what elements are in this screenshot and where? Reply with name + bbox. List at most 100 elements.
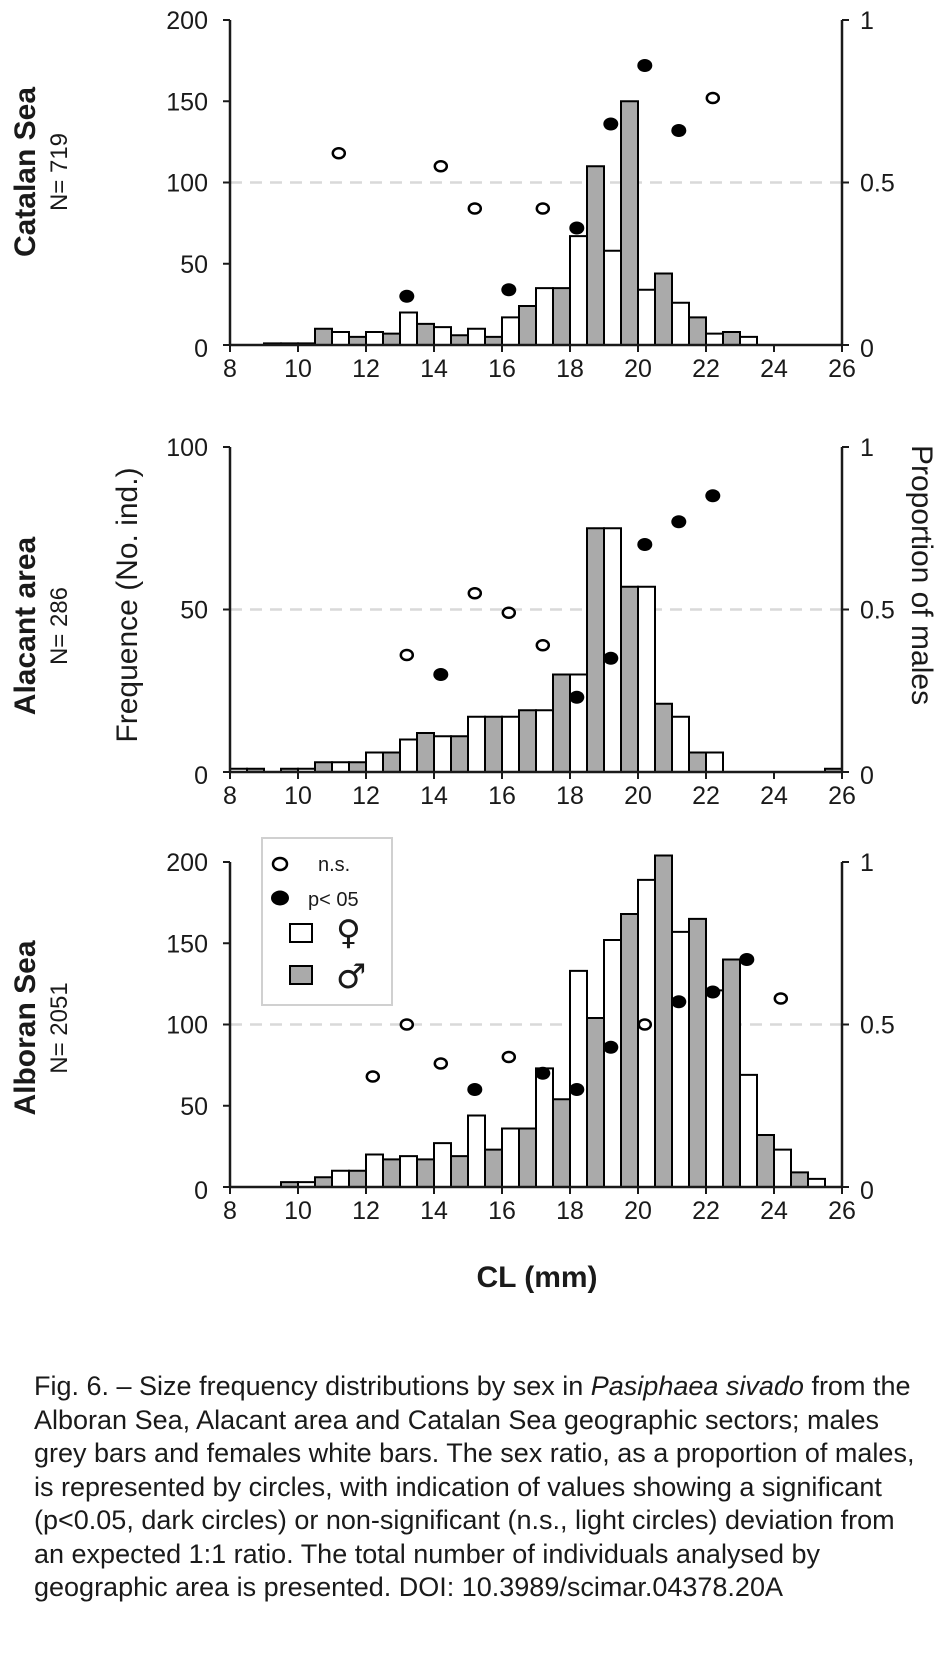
male-bar xyxy=(722,958,741,1188)
sig-circle xyxy=(705,489,721,503)
y-tick-label: 0 xyxy=(194,1177,208,1205)
female-bar xyxy=(365,1153,384,1188)
x-tick-label: 16 xyxy=(488,355,516,383)
sig-circle xyxy=(671,995,687,1009)
female-bar xyxy=(637,878,656,1188)
caption-species: Pasiphaea sivado xyxy=(590,1371,804,1401)
male-bar xyxy=(416,322,435,346)
panel-sample-size: N= 286 xyxy=(46,587,73,665)
ns-circle xyxy=(433,1057,449,1070)
x-tick-label: 24 xyxy=(760,782,788,810)
x-tick-label: 22 xyxy=(692,355,720,383)
x-tick-label: 12 xyxy=(352,355,380,383)
x-tick-label: 26 xyxy=(828,355,856,383)
legend-female-swatch xyxy=(289,923,313,943)
male-bar xyxy=(314,1176,333,1188)
female-bar xyxy=(433,326,452,346)
legend-male-symbol: ♂ xyxy=(336,957,366,997)
x-tick-label: 26 xyxy=(828,782,856,810)
ns-circle xyxy=(331,147,347,160)
male-bar xyxy=(518,1127,537,1188)
female-bar xyxy=(399,311,418,346)
y-right-tick-label: 0.5 xyxy=(860,1012,895,1040)
x-tick-label: 16 xyxy=(488,782,516,810)
male-bar xyxy=(654,854,673,1188)
y-right-tick-label: 0 xyxy=(860,335,874,363)
male-bar xyxy=(484,715,503,773)
male-bar xyxy=(620,100,639,346)
sig-circle xyxy=(569,690,585,704)
female-bar xyxy=(501,715,520,773)
female-bar xyxy=(467,327,486,346)
x-tick-label: 26 xyxy=(828,1197,856,1225)
x-tick-label: 14 xyxy=(420,782,448,810)
sig-circle xyxy=(603,651,619,665)
female-bar xyxy=(331,331,350,346)
y-axis-right-title: Proportion of males xyxy=(905,445,938,705)
sig-circle xyxy=(569,221,585,235)
female-bar xyxy=(637,288,656,346)
male-bar xyxy=(450,735,469,773)
x-tick-label: 18 xyxy=(556,1197,584,1225)
female-bar xyxy=(467,1114,486,1188)
female-bar xyxy=(705,989,724,1188)
female-bar xyxy=(603,527,622,773)
female-bar xyxy=(773,1148,792,1188)
panel-title: Alacant area xyxy=(9,536,42,715)
sig-circle xyxy=(603,1040,619,1054)
legend-sig-label: p< 05 xyxy=(308,889,359,911)
x-tick-label: 8 xyxy=(223,782,237,810)
y-tick-label: 150 xyxy=(166,88,208,116)
x-tick-label: 8 xyxy=(223,1197,237,1225)
x-tick-label: 22 xyxy=(692,782,720,810)
y-tick-label: 100 xyxy=(166,170,208,198)
y-tick-label: 100 xyxy=(166,434,208,462)
sig-circle xyxy=(569,1083,585,1096)
x-tick-label: 20 xyxy=(624,782,652,810)
x-tick-label: 12 xyxy=(352,1197,380,1225)
sig-circle xyxy=(603,117,619,131)
female-bar xyxy=(535,1067,554,1188)
x-tick-label: 8 xyxy=(223,355,237,383)
male-bar xyxy=(348,761,367,773)
y-right-tick-label: 1 xyxy=(860,7,874,35)
legend-female-symbol: ♀ xyxy=(336,913,361,953)
female-bar xyxy=(671,715,690,773)
legend: n.s. p< 05 ♀ ♂ xyxy=(261,837,393,1006)
ns-circle xyxy=(399,1018,415,1031)
x-tick-label: 14 xyxy=(420,1197,448,1225)
y-tick-label: 50 xyxy=(180,251,208,279)
panel-title: Catalan Sea xyxy=(9,87,42,257)
legend-ns-marker xyxy=(271,856,289,872)
female-bar xyxy=(501,1127,520,1188)
ns-circle xyxy=(501,1050,517,1064)
sig-circle xyxy=(467,1083,483,1096)
male-bar xyxy=(552,673,571,773)
female-bar xyxy=(365,751,384,773)
x-tick-label: 20 xyxy=(624,355,652,383)
female-bar xyxy=(603,939,622,1188)
female-bar xyxy=(467,715,486,773)
female-bar xyxy=(671,301,690,346)
x-tick-label: 20 xyxy=(624,1197,652,1225)
male-bar xyxy=(518,709,537,773)
sig-circle xyxy=(705,985,721,999)
female-bar xyxy=(331,1169,350,1188)
x-tick-label: 18 xyxy=(556,355,584,383)
figure-caption: Fig. 6. – Size frequency distributions b… xyxy=(34,1370,924,1605)
caption-text-1: Fig. 6. – Size frequency distributions b… xyxy=(34,1371,591,1401)
female-bar xyxy=(535,287,554,346)
male-bar xyxy=(416,732,435,773)
sig-circle xyxy=(535,1066,551,1080)
male-bar xyxy=(382,751,401,773)
x-tick-label: 10 xyxy=(284,1197,312,1225)
male-bar xyxy=(756,1134,775,1188)
x-tick-label: 10 xyxy=(284,782,312,810)
x-tick-label: 24 xyxy=(760,1197,788,1225)
y-tick-label: 50 xyxy=(180,597,208,625)
x-tick-label: 18 xyxy=(556,782,584,810)
male-bar xyxy=(654,272,673,346)
sig-circle xyxy=(501,283,517,297)
female-bar xyxy=(399,1155,418,1188)
